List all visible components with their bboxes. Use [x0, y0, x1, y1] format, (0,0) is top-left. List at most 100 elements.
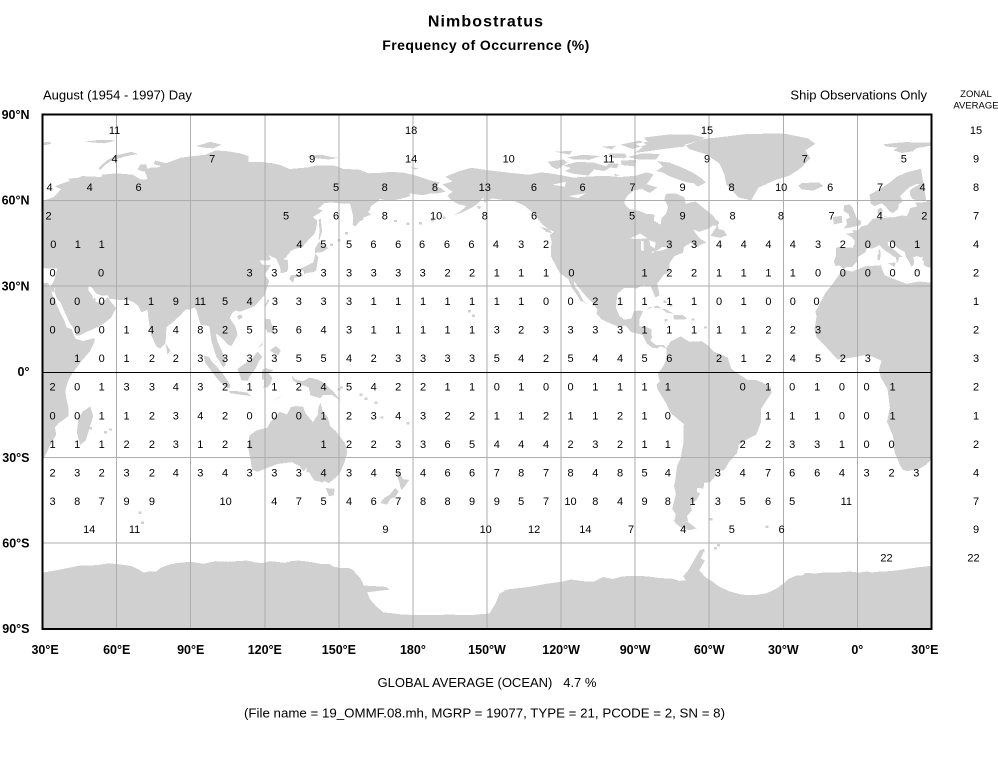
svg-text:7: 7: [802, 153, 808, 165]
svg-text:5: 5: [641, 353, 647, 365]
svg-text:8: 8: [973, 182, 979, 194]
svg-text:5: 5: [469, 439, 475, 451]
svg-text:5: 5: [333, 182, 339, 194]
svg-text:4: 4: [665, 467, 671, 479]
svg-text:7: 7: [973, 496, 979, 508]
svg-text:0: 0: [98, 268, 104, 280]
svg-text:2: 2: [371, 439, 377, 451]
svg-text:7: 7: [296, 496, 302, 508]
svg-text:Frequency of Occurrence (%): Frequency of Occurrence (%): [382, 37, 589, 53]
svg-text:1: 1: [641, 325, 647, 337]
svg-text:1: 1: [518, 296, 524, 308]
svg-text:6: 6: [580, 182, 586, 194]
svg-text:2: 2: [840, 353, 846, 365]
svg-text:1: 1: [469, 296, 475, 308]
svg-text:2: 2: [49, 382, 55, 394]
svg-text:0: 0: [839, 382, 845, 394]
svg-text:1: 1: [665, 439, 671, 451]
svg-text:4: 4: [518, 353, 524, 365]
svg-text:2: 2: [740, 439, 746, 451]
svg-text:0: 0: [865, 268, 871, 280]
svg-text:3: 3: [592, 325, 598, 337]
svg-text:1: 1: [889, 410, 895, 422]
svg-text:3: 3: [865, 353, 871, 365]
svg-text:2: 2: [973, 382, 979, 394]
svg-text:0: 0: [765, 296, 771, 308]
svg-text:3: 3: [864, 467, 870, 479]
svg-text:3: 3: [715, 467, 721, 479]
svg-text:60°S: 60°S: [2, 537, 29, 551]
svg-text:9: 9: [679, 182, 685, 194]
svg-text:0: 0: [49, 296, 55, 308]
svg-text:2: 2: [765, 439, 771, 451]
svg-text:3: 3: [814, 439, 820, 451]
svg-text:90°E: 90°E: [177, 643, 204, 657]
svg-text:4: 4: [790, 239, 796, 251]
svg-text:6: 6: [371, 496, 377, 508]
svg-text:0: 0: [789, 382, 795, 394]
svg-text:0: 0: [665, 410, 671, 422]
svg-text:3: 3: [271, 353, 277, 365]
svg-text:GLOBAL AVERAGE (OCEAN) 4.7 %: GLOBAL AVERAGE (OCEAN) 4.7 %: [378, 675, 597, 690]
svg-text:7: 7: [629, 182, 635, 194]
svg-text:3: 3: [149, 382, 155, 394]
svg-text:3: 3: [469, 353, 475, 365]
svg-text:3: 3: [420, 410, 426, 422]
svg-text:8: 8: [729, 182, 735, 194]
svg-text:0: 0: [839, 410, 845, 422]
svg-text:1: 1: [123, 353, 129, 365]
svg-text:0: 0: [74, 296, 80, 308]
svg-text:3: 3: [444, 353, 450, 365]
svg-text:0: 0: [543, 296, 549, 308]
svg-text:4: 4: [148, 325, 154, 337]
svg-text:3: 3: [74, 467, 80, 479]
svg-text:15: 15: [970, 125, 982, 137]
svg-text:8: 8: [730, 210, 736, 222]
svg-text:3: 3: [567, 325, 573, 337]
svg-text:5: 5: [321, 353, 327, 365]
svg-text:9: 9: [680, 210, 686, 222]
svg-text:5: 5: [222, 296, 228, 308]
svg-text:2: 2: [444, 410, 450, 422]
svg-text:4: 4: [222, 467, 228, 479]
svg-text:0: 0: [543, 382, 549, 394]
svg-text:5: 5: [901, 153, 907, 165]
svg-text:0: 0: [49, 268, 55, 280]
svg-text:4: 4: [346, 353, 352, 365]
svg-text:1: 1: [765, 410, 771, 422]
svg-text:6: 6: [765, 496, 771, 508]
svg-text:10: 10: [480, 524, 492, 536]
svg-text:6: 6: [814, 467, 820, 479]
svg-text:5: 5: [518, 496, 524, 508]
svg-text:3: 3: [123, 467, 129, 479]
svg-text:11: 11: [603, 153, 614, 165]
svg-text:3: 3: [518, 239, 524, 251]
svg-text:14: 14: [83, 524, 95, 536]
svg-text:1: 1: [790, 268, 796, 280]
svg-text:9: 9: [173, 296, 179, 308]
svg-text:7: 7: [543, 467, 549, 479]
svg-text:3: 3: [395, 439, 401, 451]
svg-text:3: 3: [691, 239, 697, 251]
svg-text:1: 1: [469, 325, 475, 337]
svg-text:150°E: 150°E: [322, 643, 356, 657]
svg-text:0: 0: [74, 382, 80, 394]
svg-text:9: 9: [973, 153, 979, 165]
svg-text:4: 4: [420, 467, 426, 479]
svg-text:1: 1: [494, 296, 500, 308]
svg-text:14: 14: [579, 524, 591, 536]
svg-text:9: 9: [123, 496, 129, 508]
svg-text:4: 4: [371, 467, 377, 479]
svg-text:180°: 180°: [400, 643, 426, 657]
svg-text:4: 4: [518, 439, 524, 451]
svg-text:1: 1: [641, 410, 647, 422]
svg-text:3: 3: [420, 268, 426, 280]
svg-text:1: 1: [246, 382, 252, 394]
svg-text:1: 1: [716, 268, 722, 280]
svg-text:11: 11: [195, 296, 206, 308]
svg-text:0: 0: [99, 296, 105, 308]
svg-text:0: 0: [814, 296, 820, 308]
svg-text:3: 3: [371, 268, 377, 280]
svg-text:2: 2: [973, 325, 979, 337]
svg-text:1: 1: [99, 439, 105, 451]
